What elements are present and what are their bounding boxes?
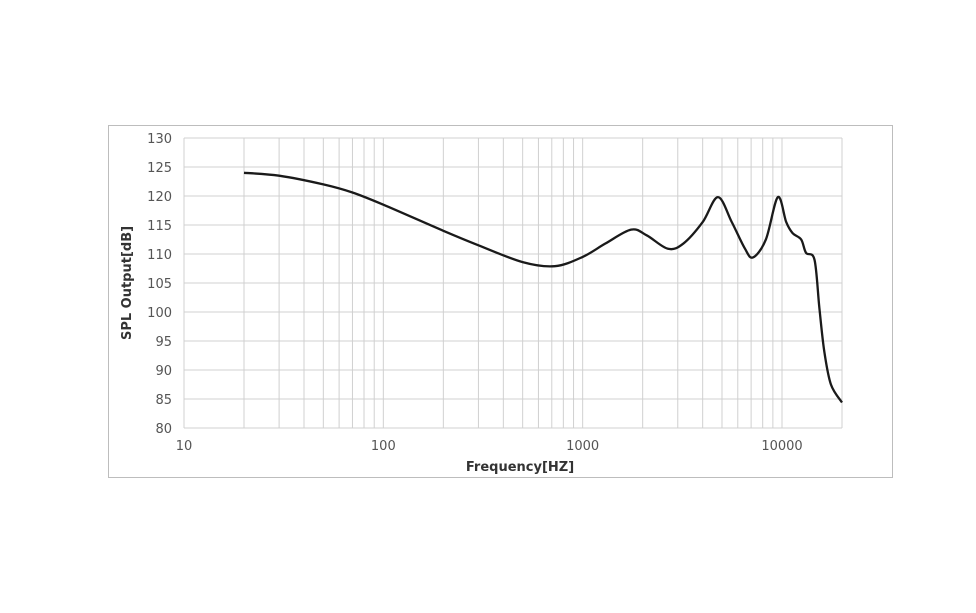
x-axis-label: Frequency[HZ]	[466, 460, 574, 475]
y-tick-label: 115	[147, 219, 172, 234]
y-tick-label: 110	[147, 248, 172, 263]
y-tick-label: 100	[147, 306, 172, 321]
y-axis-label: SPL Output[dB]	[120, 226, 135, 340]
y-tick-label: 105	[147, 277, 172, 292]
y-tick-label: 95	[155, 335, 172, 350]
chart-frame	[108, 125, 893, 478]
x-tick-label: 1000	[566, 439, 599, 454]
x-tick-label: 10000	[761, 439, 802, 454]
y-tick-label: 130	[147, 132, 172, 147]
y-tick-label: 90	[155, 364, 172, 379]
x-tick-label: 100	[371, 439, 396, 454]
y-tick-label: 85	[155, 393, 172, 408]
x-tick-label: 10	[176, 439, 193, 454]
spl-response-line	[243, 171, 843, 404]
y-tick-label: 80	[155, 422, 172, 437]
y-tick-label: 120	[147, 190, 172, 205]
y-tick-label: 125	[147, 161, 172, 176]
